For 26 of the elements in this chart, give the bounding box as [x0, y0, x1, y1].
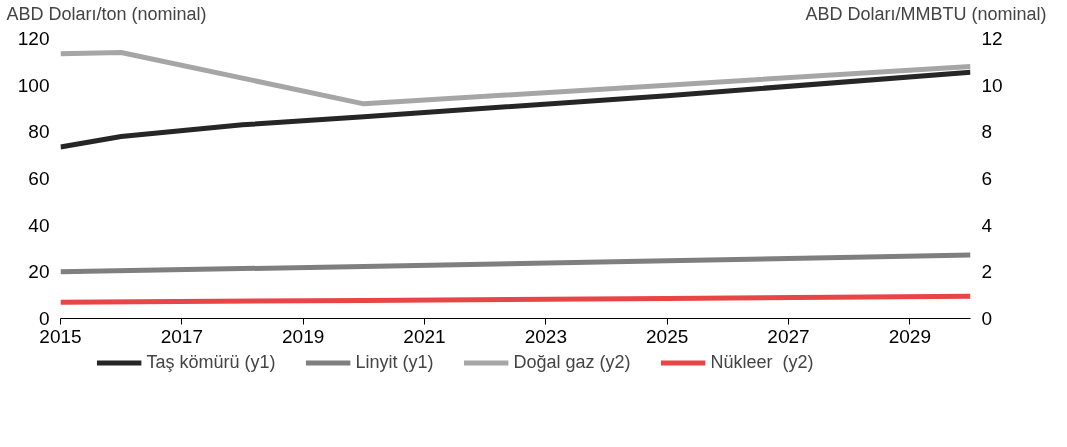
y-tick-label: 80: [28, 121, 50, 143]
x-tick-label: 2023: [524, 325, 567, 347]
y-tick-label: 120: [17, 28, 50, 49]
y2-tick-label: 0: [981, 308, 993, 329]
x-tick-label: 2027: [767, 325, 810, 347]
y2-tick-label: 6: [981, 168, 993, 189]
y2-tick-label: 12: [981, 28, 1003, 49]
legend-label: Doğal gaz (y2): [513, 351, 631, 373]
legend-label: Linyit (y1): [355, 351, 434, 373]
y2-tick-label: 8: [981, 121, 993, 143]
x-tick-label: 2017: [160, 325, 203, 347]
y2-tick-label: 4: [981, 214, 993, 236]
y2-tick-label: 2: [981, 261, 993, 283]
y-tick-label: 40: [28, 214, 50, 236]
legend-label: Taş kömürü (y1): [146, 351, 276, 373]
x-tick-label: 2029: [888, 325, 931, 347]
y2-tick-label: 10: [981, 74, 1003, 96]
x-tick-label: 2025: [646, 325, 689, 347]
y2-axis-title: ABD Doları/MMBTU (nominal): [805, 3, 1047, 24]
y-tick-label: 100: [17, 74, 50, 96]
x-tick-label: 2021: [403, 325, 446, 347]
legend-label: Nükleer (y2): [710, 351, 814, 373]
y-tick-label: 60: [28, 168, 50, 189]
y-axis-title: ABD Doları/ton (nominal): [6, 3, 207, 24]
y-tick-label: 20: [28, 261, 50, 283]
x-tick-label: 2019: [282, 325, 325, 347]
